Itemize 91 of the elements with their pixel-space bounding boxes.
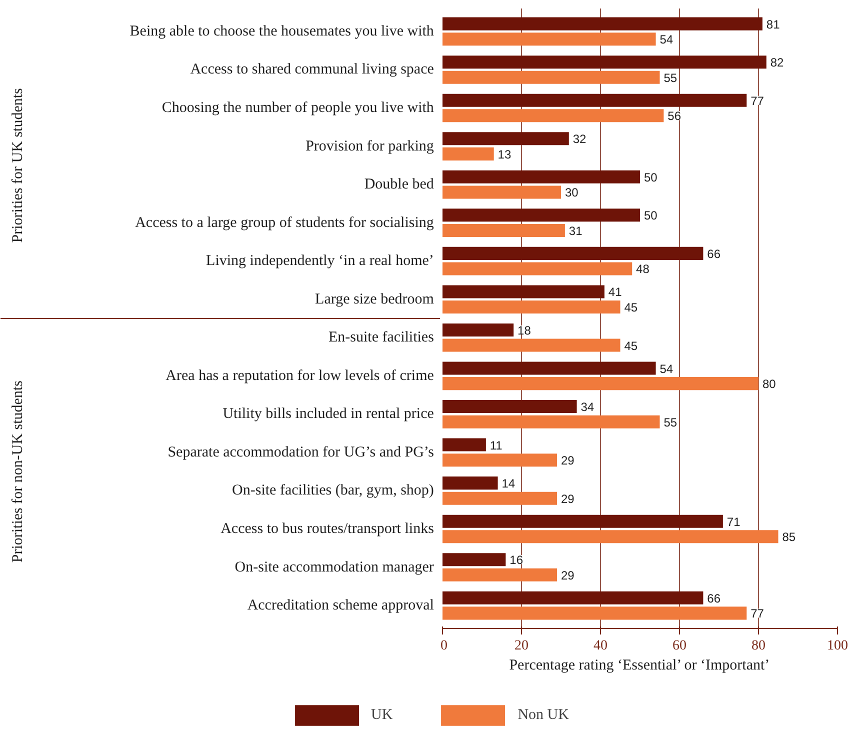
x-tick-label: 60 xyxy=(672,638,686,654)
bar xyxy=(442,553,506,566)
data-label: 50 xyxy=(644,208,658,223)
y-tick-label: Double bed xyxy=(364,176,434,193)
x-axis-title: Percentage rating ‘Essential’ or ‘Important’ xyxy=(509,658,770,674)
data-label: 29 xyxy=(561,568,575,582)
y-tick-label: Access to a large group of students for socialising xyxy=(135,214,434,231)
bar xyxy=(442,94,747,107)
bar xyxy=(442,56,766,69)
bar xyxy=(442,591,704,604)
data-label: 81 xyxy=(766,17,780,32)
y-tick-label: On-site facilities (bar, gym, shop) xyxy=(232,482,434,499)
y-tick-label: Living independently ‘in a real home’ xyxy=(206,253,434,270)
data-label: 85 xyxy=(782,530,796,544)
legend-label: UK xyxy=(371,706,393,724)
data-label: 56 xyxy=(668,109,682,124)
bar xyxy=(442,568,558,582)
data-label: 54 xyxy=(660,32,674,47)
data-label: 45 xyxy=(624,338,638,353)
text: Priorities for non-UK students xyxy=(10,380,26,563)
y-tick-label: Utility bills included in rental price xyxy=(222,406,434,422)
bar xyxy=(442,109,664,122)
bar xyxy=(442,400,577,414)
data-label: 11 xyxy=(490,438,503,452)
bar xyxy=(442,362,656,375)
data-label: 71 xyxy=(726,514,741,529)
bar xyxy=(442,17,762,30)
data-label: 16 xyxy=(510,553,524,568)
bar xyxy=(442,70,660,84)
y-tick-label: Access to shared communal living space xyxy=(190,62,434,78)
data-label: 30 xyxy=(564,186,579,200)
y-tick-label: Access to bus routes/transport links xyxy=(220,520,434,537)
x-tick-label: 100 xyxy=(827,638,848,654)
y-tick-label: Accreditation scheme approval xyxy=(247,598,434,614)
y-tick-label: On-site accommodation manager xyxy=(234,559,434,576)
bar xyxy=(442,262,632,276)
bar xyxy=(442,606,747,620)
data-label: 48 xyxy=(636,262,650,276)
data-label: 54 xyxy=(660,362,674,376)
y-tick-label: Being able to choose the housemates you live with xyxy=(130,23,434,40)
bar xyxy=(442,454,558,467)
data-label: 29 xyxy=(561,454,575,468)
data-label: 29 xyxy=(561,492,575,506)
y-tick-label: Area has a reputation for low levels of crime xyxy=(166,368,434,384)
bar xyxy=(442,438,486,452)
data-label: 82 xyxy=(770,56,784,70)
data-label: 41 xyxy=(608,285,622,300)
data-label: 66 xyxy=(707,591,721,606)
bar xyxy=(442,415,660,428)
data-label: 50 xyxy=(644,170,658,184)
bar xyxy=(442,514,723,528)
data-label: 55 xyxy=(664,415,678,430)
y-tick-label: Large size bedroom xyxy=(315,291,434,308)
bar xyxy=(442,300,620,314)
bar xyxy=(442,246,704,260)
y-tick-label: Separate accommodation for UG’s and PG’s xyxy=(168,444,434,460)
bar xyxy=(442,476,498,490)
bar xyxy=(442,530,778,544)
data-label: 77 xyxy=(750,94,764,108)
data-label: 45 xyxy=(624,300,638,315)
data-label: 13 xyxy=(498,147,512,162)
data-label: 80 xyxy=(762,377,776,392)
x-tick-label: 20 xyxy=(514,638,528,654)
bar xyxy=(442,338,620,352)
bar xyxy=(442,32,656,46)
data-label: 31 xyxy=(568,224,583,238)
bar xyxy=(442,186,561,199)
bar xyxy=(442,224,565,237)
x-tick-label: 40 xyxy=(594,638,608,654)
bar xyxy=(442,492,558,505)
bar xyxy=(442,323,514,336)
bar xyxy=(442,208,640,222)
data-label: 66 xyxy=(707,246,721,261)
bar xyxy=(442,132,569,146)
bar xyxy=(442,147,494,160)
data-label: 18 xyxy=(518,323,532,338)
data-label: 14 xyxy=(502,476,516,491)
bar xyxy=(442,285,604,298)
data-label: 77 xyxy=(750,606,764,621)
y-tick-label: En-suite facilities xyxy=(328,330,434,346)
bar xyxy=(442,377,758,390)
y-tick-label: Choosing the number of people you live with xyxy=(162,100,434,116)
data-label: 55 xyxy=(664,70,678,85)
y-tick-label: Provision for parking xyxy=(306,138,434,154)
legend-label: Non UK xyxy=(518,706,569,724)
data-label: 34 xyxy=(580,400,594,414)
bar xyxy=(442,170,640,184)
data-label: 32 xyxy=(572,132,587,146)
x-tick-label: 80 xyxy=(752,638,766,654)
x-tick-label: 0 xyxy=(440,638,448,654)
text: Priorities for UK students xyxy=(10,88,26,243)
